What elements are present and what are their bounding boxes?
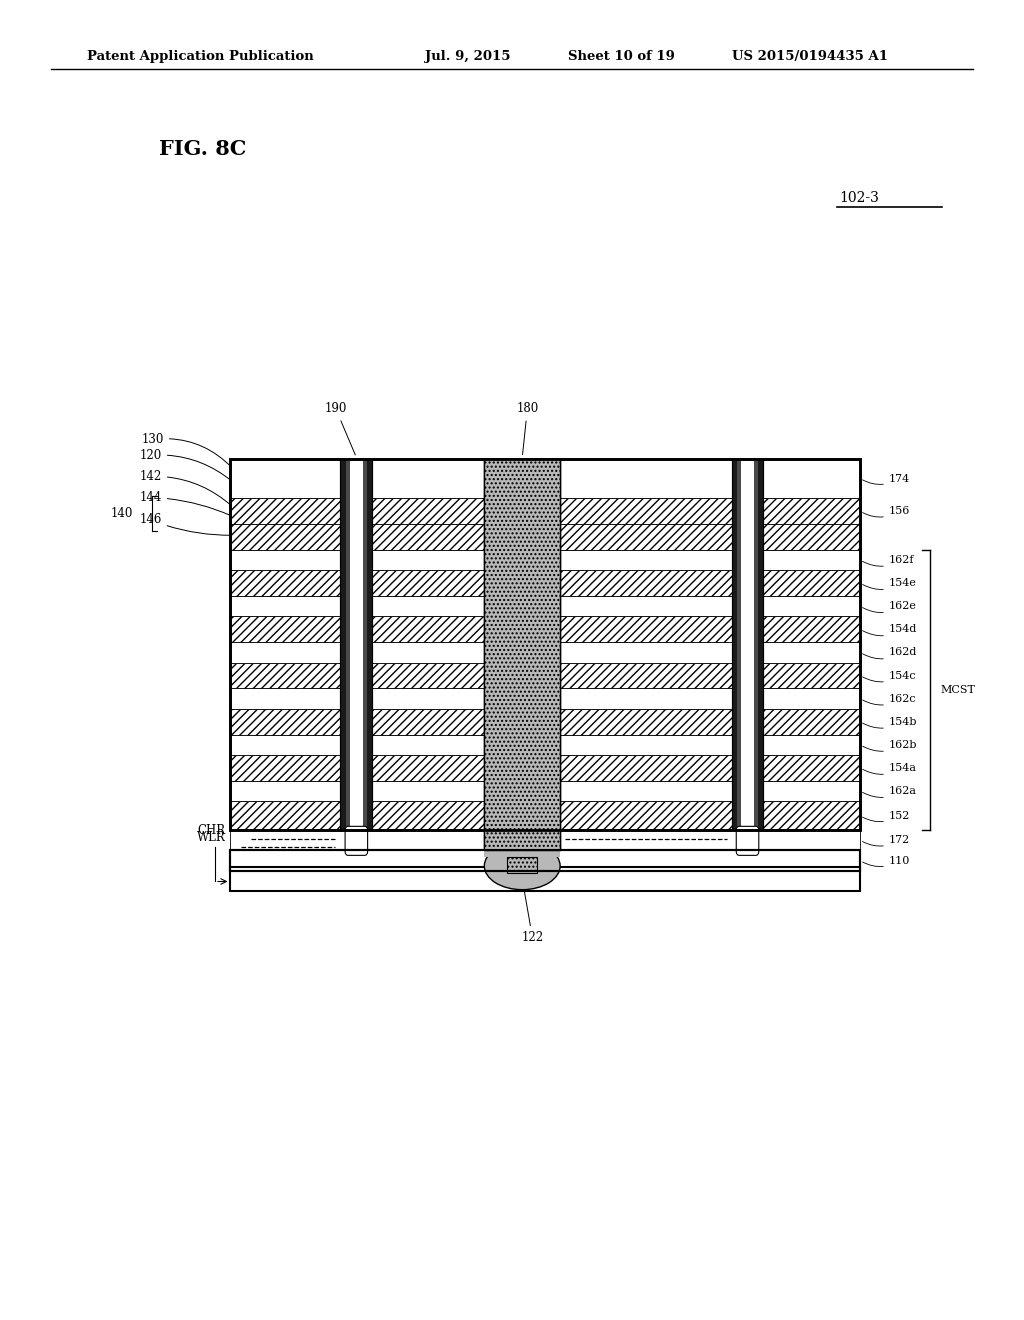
Text: 154e: 154e (862, 578, 916, 590)
Bar (230, 755, 860, 780)
Bar (737, 459, 758, 830)
Bar (737, 459, 741, 830)
Bar (230, 801, 860, 830)
Bar (230, 459, 860, 830)
Bar (230, 867, 860, 891)
Text: Sheet 10 of 19: Sheet 10 of 19 (568, 50, 675, 63)
Text: 162c: 162c (862, 693, 916, 705)
Text: 156: 156 (862, 506, 910, 517)
Bar (230, 642, 860, 663)
Text: WLR: WLR (197, 832, 225, 845)
Bar (737, 459, 758, 830)
Bar (230, 459, 860, 830)
Text: 146: 146 (139, 513, 230, 536)
Bar (484, 843, 560, 857)
Text: FIG. 8C: FIG. 8C (159, 139, 246, 158)
Text: 154a: 154a (862, 763, 916, 775)
Bar (230, 459, 860, 499)
Bar (230, 734, 860, 755)
Text: 154d: 154d (862, 624, 918, 636)
Text: MCST: MCST (940, 685, 975, 696)
Text: 162d: 162d (862, 647, 918, 659)
Bar (484, 459, 560, 850)
Text: 140: 140 (111, 507, 133, 520)
Bar (362, 459, 367, 830)
Bar (754, 459, 758, 830)
Bar (340, 459, 372, 830)
Bar (230, 780, 860, 801)
Bar (230, 850, 860, 871)
Bar (230, 688, 860, 709)
Text: 162f: 162f (862, 554, 914, 566)
Text: 180: 180 (516, 403, 539, 454)
Text: 162a: 162a (862, 785, 916, 797)
Bar (230, 499, 860, 524)
Text: Patent Application Publication: Patent Application Publication (87, 50, 313, 63)
Bar (230, 595, 860, 616)
Bar (346, 459, 367, 830)
Text: 190: 190 (325, 403, 355, 455)
Bar (230, 850, 860, 871)
Bar (346, 459, 350, 830)
Text: 122: 122 (521, 883, 544, 944)
Bar (484, 459, 560, 850)
Bar (362, 459, 367, 830)
Bar (230, 709, 860, 734)
Text: 102-3: 102-3 (840, 191, 880, 206)
Text: 172: 172 (862, 836, 910, 846)
Bar (230, 549, 860, 570)
Bar (731, 459, 764, 830)
Bar (230, 616, 860, 642)
Bar (230, 850, 860, 871)
Ellipse shape (484, 842, 560, 890)
Text: 154b: 154b (862, 717, 918, 729)
Text: CHR: CHR (198, 824, 225, 837)
Text: 110: 110 (862, 855, 910, 866)
Bar (340, 459, 372, 830)
Text: 130: 130 (141, 433, 231, 467)
Text: 144: 144 (139, 491, 231, 516)
Bar (230, 570, 860, 595)
FancyBboxPatch shape (345, 826, 368, 855)
Text: 162e: 162e (862, 601, 916, 612)
Bar (507, 857, 538, 873)
Text: 152: 152 (862, 810, 910, 821)
Bar (731, 459, 764, 830)
Text: 120: 120 (139, 449, 231, 480)
Bar (754, 459, 758, 830)
Bar (230, 830, 860, 850)
Bar (230, 663, 860, 688)
Bar (346, 459, 350, 830)
Text: 142: 142 (139, 470, 231, 506)
Text: 174: 174 (862, 474, 910, 484)
Text: 162b: 162b (862, 739, 918, 751)
Text: 154c: 154c (862, 671, 916, 682)
Bar (346, 459, 367, 830)
Bar (230, 524, 860, 549)
Bar (737, 459, 741, 830)
Text: US 2015/0194435 A1: US 2015/0194435 A1 (732, 50, 888, 63)
Text: Jul. 9, 2015: Jul. 9, 2015 (425, 50, 510, 63)
FancyBboxPatch shape (736, 826, 759, 855)
